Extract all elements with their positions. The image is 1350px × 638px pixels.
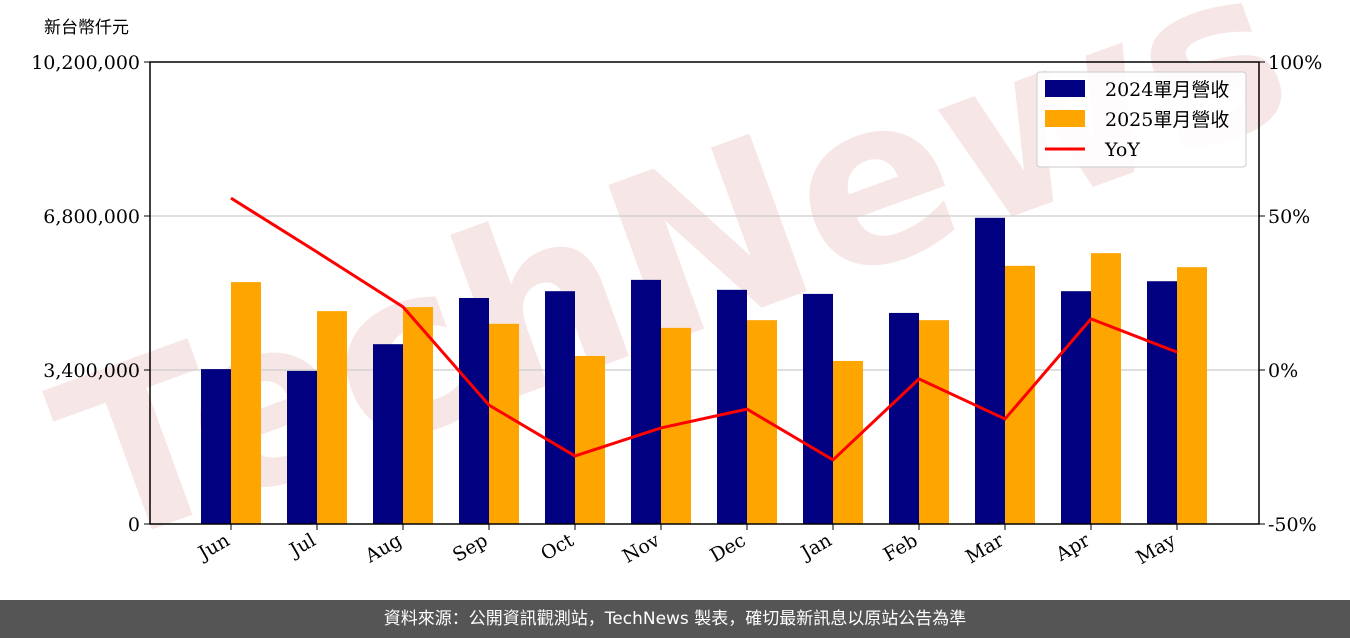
legend-swatch [1045,80,1085,97]
bar-2025-Oct [575,355,605,524]
revenue-chart: TechNews 03,400,0006,800,00010,200,000-5… [26,0,1322,600]
y-tick-label-left: 3,400,000 [43,360,140,382]
bar-2024-Jun [201,369,231,524]
legend-swatch [1045,110,1085,127]
x-tick-label: Mar [962,529,1008,568]
legend-box [1036,71,1247,168]
bar-2024-Jul [287,370,317,524]
bar-2025-May [1177,267,1207,524]
bar-2025-Sep [489,323,519,524]
bar-2024-Apr [1061,291,1091,524]
plot-frame [149,61,1260,525]
bar-2024-Dec [717,289,747,524]
yoy-line [230,196,1178,462]
x-tick-label: Apr [1051,529,1094,566]
bar-2024-Oct [545,291,575,524]
bar-2024-Aug [373,344,403,524]
bar-2024-Nov [631,279,661,524]
bar-2024-Jan [803,293,833,524]
bar-2025-Jun [231,282,261,524]
y-tick-label-right: 50% [1268,206,1310,228]
x-tick-label: Aug [361,529,406,568]
y-tick-label-left: 0 [128,514,140,536]
bar-2025-Apr [1091,253,1121,524]
x-tick-label: Feb [880,529,922,566]
bar-2024-Feb [889,312,919,524]
y-tick-label-right: -50% [1268,514,1317,536]
y-tick-label-right: 0% [1268,360,1298,382]
bar-2025-Jan [833,360,863,524]
legend-label: YoY [1104,139,1140,161]
x-tick-label: Dec [706,529,749,567]
y-axis-label: 新台幣仟元 [44,18,129,38]
footer-source: 資料來源：公開資訊觀測站，TechNews 製表，確切最新訊息以原站公告為準 [0,600,1350,638]
bar-2024-May [1147,281,1177,524]
legend-label: 2024單月營收 [1105,79,1229,101]
bar-2025-Jul [317,311,347,524]
bar-2024-Mar [975,217,1005,524]
x-tick-label: May [1133,529,1180,569]
bar-2024-Sep [459,297,489,524]
x-tick-label: Oct [537,529,578,565]
legend-label: 2025單月營收 [1105,109,1229,131]
x-tick-label: Nov [619,529,664,568]
y-tick-label-left: 10,200,000 [31,52,140,74]
y-tick-label-left: 6,800,000 [43,206,140,228]
y-tick-label-right: 100% [1268,52,1322,74]
bar-2025-Feb [919,320,949,524]
bar-2025-Aug [403,307,433,524]
bar-2025-Mar [1005,265,1035,524]
x-tick-label: Jan [796,529,836,565]
bar-2025-Dec [747,320,777,524]
x-tick-label: Sep [449,529,492,566]
